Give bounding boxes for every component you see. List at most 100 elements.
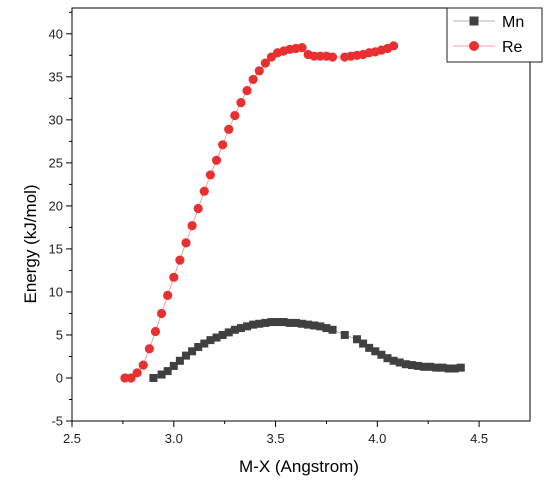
- point-mn: [438, 363, 447, 372]
- point-mn: [371, 347, 380, 356]
- y-tick-label: 35: [49, 69, 63, 84]
- y-tick-label: 40: [49, 26, 63, 41]
- point-re: [169, 272, 179, 282]
- y-tick-label: 5: [56, 327, 63, 342]
- point-mn: [426, 362, 435, 371]
- point-mn: [298, 319, 307, 328]
- point-re: [163, 290, 173, 300]
- x-tick-label: 2.5: [63, 431, 81, 446]
- point-re: [260, 58, 270, 68]
- point-mn: [169, 361, 178, 370]
- point-re: [138, 360, 148, 370]
- x-axis-title: M-X (Angstrom): [239, 457, 359, 476]
- point-mn: [212, 333, 221, 342]
- point-mn: [149, 373, 158, 382]
- point-mn: [206, 336, 215, 345]
- point-re: [175, 255, 185, 265]
- point-mn: [322, 324, 331, 333]
- point-mn: [304, 320, 313, 329]
- point-re: [389, 41, 399, 51]
- legend: Mn Re: [446, 7, 543, 63]
- plot-frame: [71, 7, 531, 422]
- legend-label-mn: Mn: [502, 14, 524, 31]
- point-mn: [224, 328, 233, 337]
- point-mn: [230, 325, 239, 334]
- series-markers: [120, 41, 465, 383]
- point-mn: [261, 318, 270, 327]
- y-tick-label: 30: [49, 112, 63, 127]
- point-mn: [200, 339, 209, 348]
- point-mn: [316, 322, 325, 331]
- point-mn: [340, 330, 349, 339]
- point-mn: [456, 363, 465, 372]
- point-re: [205, 170, 216, 180]
- x-tick-label: 3.0: [165, 431, 183, 446]
- point-mn: [267, 318, 276, 327]
- point-re: [156, 308, 167, 319]
- x-tick-label: 4.0: [368, 431, 386, 446]
- point-re: [236, 98, 246, 108]
- y-tick-label: 10: [49, 284, 63, 299]
- point-re: [211, 155, 222, 165]
- point-re: [242, 86, 252, 96]
- point-mn: [255, 319, 264, 328]
- point-re: [327, 52, 338, 62]
- point-mn: [389, 356, 398, 365]
- point-mn: [285, 318, 294, 327]
- point-mn: [291, 318, 300, 327]
- point-mn: [420, 362, 429, 371]
- point-mn: [450, 364, 459, 373]
- legend-box: [446, 7, 543, 63]
- point-mn: [218, 330, 227, 339]
- point-mn: [395, 358, 404, 367]
- point-mn: [273, 318, 282, 327]
- point-re: [144, 344, 154, 354]
- point-mn: [352, 335, 361, 344]
- point-mn: [188, 347, 197, 356]
- point-mn: [181, 351, 190, 360]
- point-mn: [407, 361, 416, 370]
- point-mn: [377, 350, 386, 359]
- point-re: [218, 140, 228, 150]
- point-re: [224, 124, 234, 134]
- point-mn: [328, 325, 337, 334]
- y-tick-label: 20: [49, 198, 63, 213]
- point-re: [193, 203, 203, 214]
- point-re: [230, 110, 240, 121]
- point-re: [254, 66, 264, 76]
- point-mn: [365, 343, 374, 352]
- point-re: [199, 186, 209, 196]
- legend-label-re: Re: [502, 39, 523, 56]
- point-mn: [383, 354, 392, 363]
- point-re: [297, 42, 307, 53]
- axes: 2.5 3.0 3.5 4.0 4.5 -5 0 5 10 15 20 25 30 35 40: [49, 7, 531, 446]
- y-axis-title: Energy (kJ/mol): [21, 184, 40, 303]
- point-mn: [432, 363, 441, 372]
- y-tick-label: 15: [49, 241, 63, 256]
- legend-marker-re: [469, 41, 479, 51]
- point-mn: [163, 367, 172, 376]
- point-mn: [444, 364, 453, 373]
- y-tick-label: -5: [51, 414, 63, 429]
- point-mn: [243, 322, 252, 331]
- point-mn: [359, 339, 368, 348]
- y-tick-label: 25: [49, 155, 63, 170]
- point-re: [248, 74, 258, 85]
- x-tick-label: 3.5: [267, 431, 285, 446]
- point-mn: [414, 361, 423, 370]
- point-mn: [279, 318, 288, 327]
- x-tick-label: 4.5: [470, 431, 488, 446]
- point-mn: [249, 320, 258, 329]
- point-mn: [157, 370, 166, 379]
- point-mn: [175, 356, 184, 365]
- point-re: [150, 326, 161, 337]
- point-re: [126, 373, 136, 383]
- y-tick-label: 0: [56, 370, 63, 385]
- point-mn: [401, 360, 410, 369]
- legend-marker-mn: [469, 16, 479, 26]
- point-mn: [236, 324, 245, 333]
- point-re: [181, 238, 191, 248]
- point-re: [187, 221, 197, 231]
